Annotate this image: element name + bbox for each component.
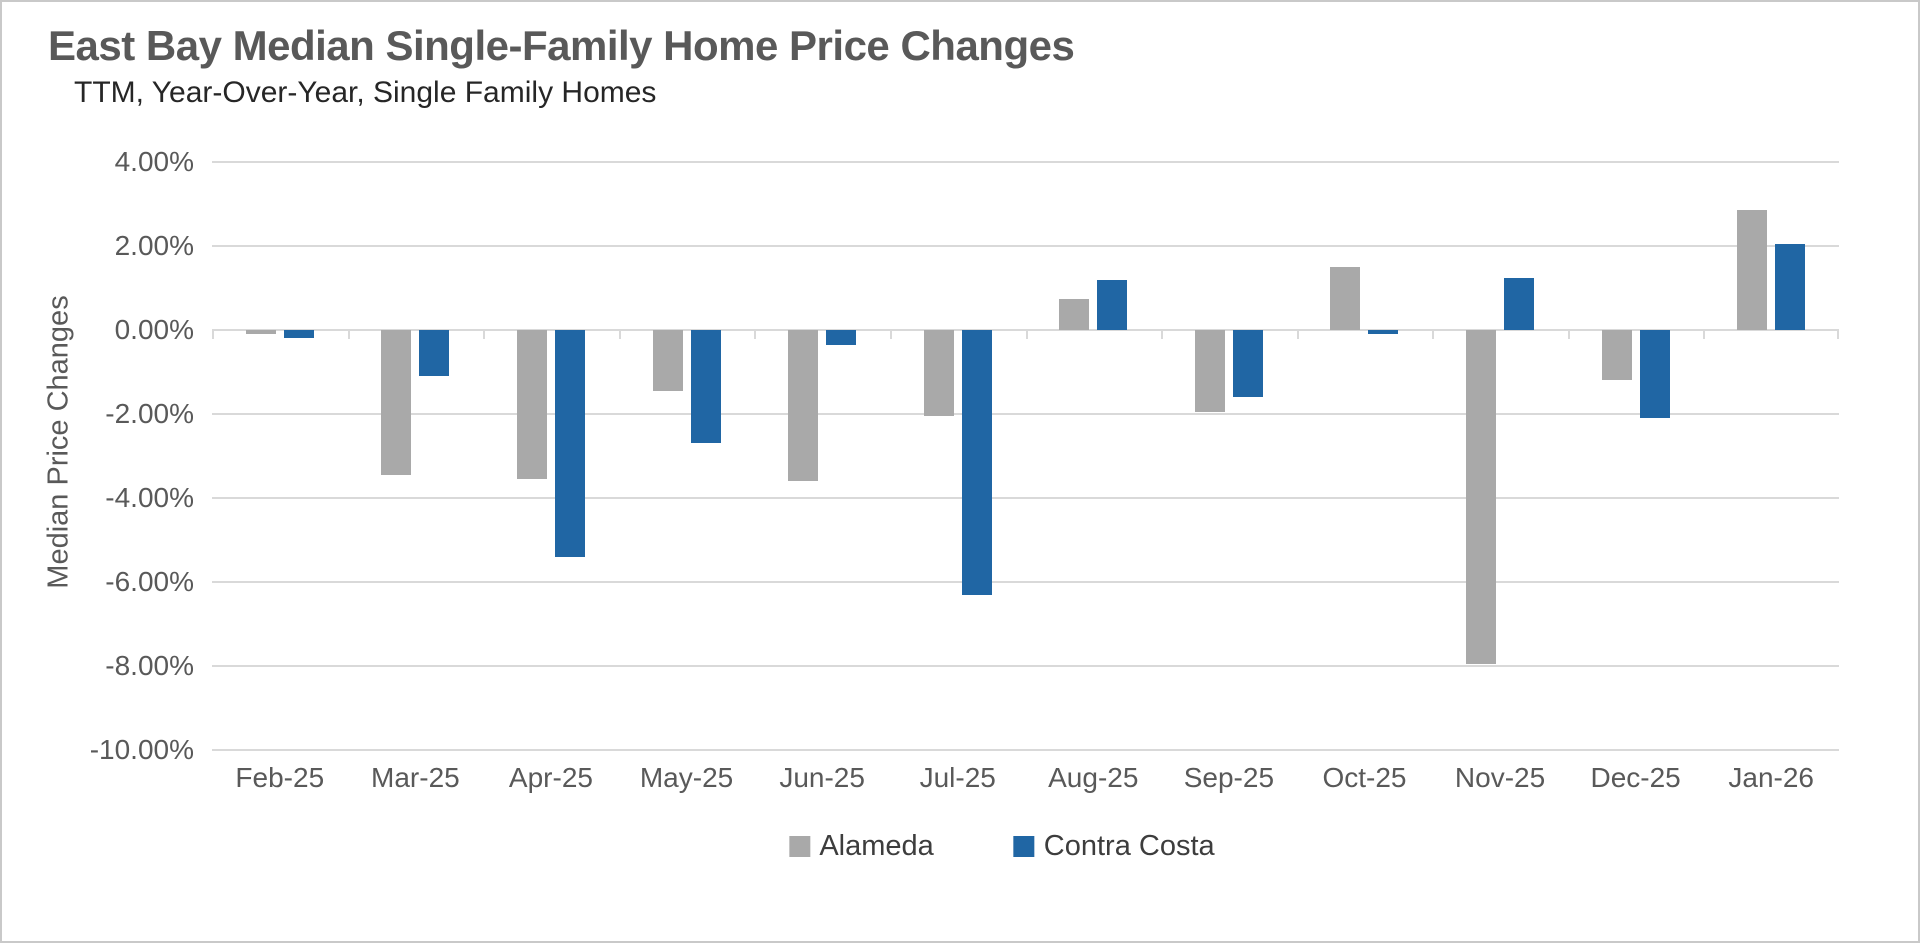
legend-label: Alameda (819, 830, 934, 862)
gridline (212, 581, 1839, 583)
x-tick-label: Aug-25 (1048, 762, 1139, 793)
bar-alameda-dec-25 (1601, 330, 1632, 381)
y-axis-tick-labels: 4.00% 2.00% 0.00% -2.00% -4.00% -6.00% -8.00% -… (2, 146, 194, 765)
bar-alameda-nov-25 (1466, 330, 1497, 664)
y-tick-label: 4.00% (114, 146, 194, 177)
bar-alameda-feb-25 (245, 330, 276, 335)
category-axis-tick (347, 330, 350, 339)
bar-contra-costa-jan-26 (1775, 243, 1806, 330)
legend-swatch-icon (789, 836, 811, 857)
legend-item-contra-costa: Contra Costa (1013, 830, 1215, 863)
plot-area (212, 161, 1839, 751)
x-tick-label: Oct-25 (1322, 762, 1407, 793)
bar-alameda-mar-25 (381, 330, 412, 475)
category-axis-tick (1161, 330, 1164, 339)
gridline (212, 497, 1839, 499)
category-axis-tick (1432, 330, 1435, 339)
x-tick-label: Sep-25 (1183, 762, 1275, 793)
bar-contra-costa-aug-25 (1097, 279, 1128, 330)
bar-contra-costa-mar-25 (419, 330, 450, 377)
bar-contra-costa-feb-25 (283, 330, 314, 339)
bar-contra-costa-jun-25 (826, 330, 857, 345)
gridline (212, 161, 1839, 163)
bar-contra-costa-may-25 (690, 330, 721, 444)
x-tick-label: May-25 (639, 762, 734, 793)
bar-alameda-aug-25 (1059, 298, 1090, 330)
x-tick-label: Dec-25 (1590, 762, 1681, 793)
bar-alameda-oct-25 (1330, 267, 1361, 330)
bar-contra-costa-sep-25 (1232, 330, 1263, 398)
bar-contra-costa-nov-25 (1504, 277, 1535, 330)
x-tick-label: Mar-25 (371, 762, 460, 793)
category-axis-tick (889, 330, 892, 339)
x-tick-label: Jun-25 (779, 762, 865, 793)
bar-alameda-sep-25 (1194, 330, 1225, 412)
category-axis-tick (754, 330, 757, 339)
x-tick-label: Jul-25 (919, 762, 996, 793)
y-tick-label: -2.00% (105, 398, 194, 429)
chart-title: East Bay Median Single-Family Home Price… (48, 22, 1075, 69)
bar-alameda-may-25 (652, 330, 683, 391)
gridline (212, 665, 1839, 667)
y-tick-label: -10.00% (89, 734, 194, 765)
category-axis-tick (1567, 330, 1570, 339)
category-axis-tick (1025, 330, 1028, 339)
category-axis-tick (618, 330, 621, 339)
legend-swatch-icon (1013, 836, 1035, 857)
x-axis-tick-labels: Feb-25 Mar-25 Apr-25 May-25 Jun-25 Jul-25 Aug-… (212, 762, 1839, 796)
legend-label: Contra Costa (1043, 830, 1215, 862)
legend-item-alameda: Alameda (789, 830, 934, 863)
bar-contra-costa-apr-25 (554, 330, 585, 557)
x-tick-label: Feb-25 (235, 762, 325, 793)
gridline (212, 413, 1839, 415)
x-tick-label: Jan-26 (1728, 762, 1815, 793)
category-axis-tick (1296, 330, 1299, 339)
y-tick-label: 0.00% (114, 314, 194, 345)
bar-alameda-jan-26 (1737, 210, 1768, 330)
y-tick-label: -6.00% (105, 566, 194, 597)
y-tick-label: -4.00% (105, 482, 194, 513)
category-axis-tick (1703, 330, 1706, 339)
category-axis-tick (483, 330, 486, 339)
legend: Alameda Contra Costa (789, 830, 1215, 863)
gridline (212, 245, 1839, 247)
category-axis-tick (212, 330, 214, 339)
gridline (212, 749, 1839, 751)
bar-contra-costa-oct-25 (1368, 330, 1399, 335)
bar-contra-costa-dec-25 (1639, 330, 1670, 419)
bar-alameda-jul-25 (923, 330, 954, 417)
chart-subtitle: TTM, Year-Over-Year, Single Family Homes (74, 76, 657, 109)
bar-contra-costa-jul-25 (961, 330, 992, 595)
x-tick-label: Nov-25 (1454, 762, 1546, 793)
y-tick-label: 2.00% (114, 230, 194, 261)
bar-alameda-apr-25 (516, 330, 547, 480)
bar-alameda-jun-25 (788, 330, 819, 482)
y-tick-label: -8.00% (105, 650, 194, 681)
x-tick-label: Apr-25 (508, 762, 593, 793)
category-axis-tick (1837, 330, 1839, 339)
